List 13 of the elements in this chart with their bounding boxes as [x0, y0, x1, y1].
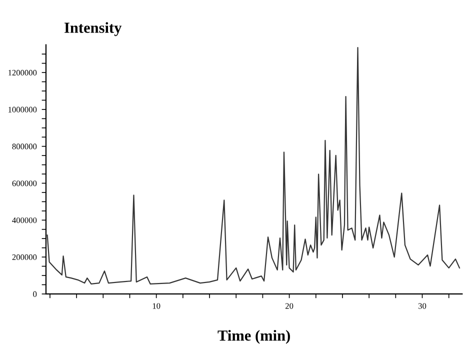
x-tick-label: 30	[418, 303, 426, 309]
x-axis-title: Time (min)	[218, 330, 290, 344]
y-tick-label: 600000	[12, 180, 37, 186]
line-series	[46, 47, 460, 285]
y-axis-title: Intensity	[64, 22, 122, 36]
y-tick-label: 1200000	[8, 70, 37, 76]
y-tick-label: 400000	[12, 217, 37, 224]
y-tick-label: 800000	[12, 144, 37, 150]
x-tick-label: 10	[152, 303, 160, 309]
y-tick-label: 0	[33, 291, 37, 297]
y-tick-label: 1000000	[8, 106, 37, 112]
x-tick-label: 20	[286, 303, 294, 309]
y-tick-label: 200000	[12, 254, 37, 260]
